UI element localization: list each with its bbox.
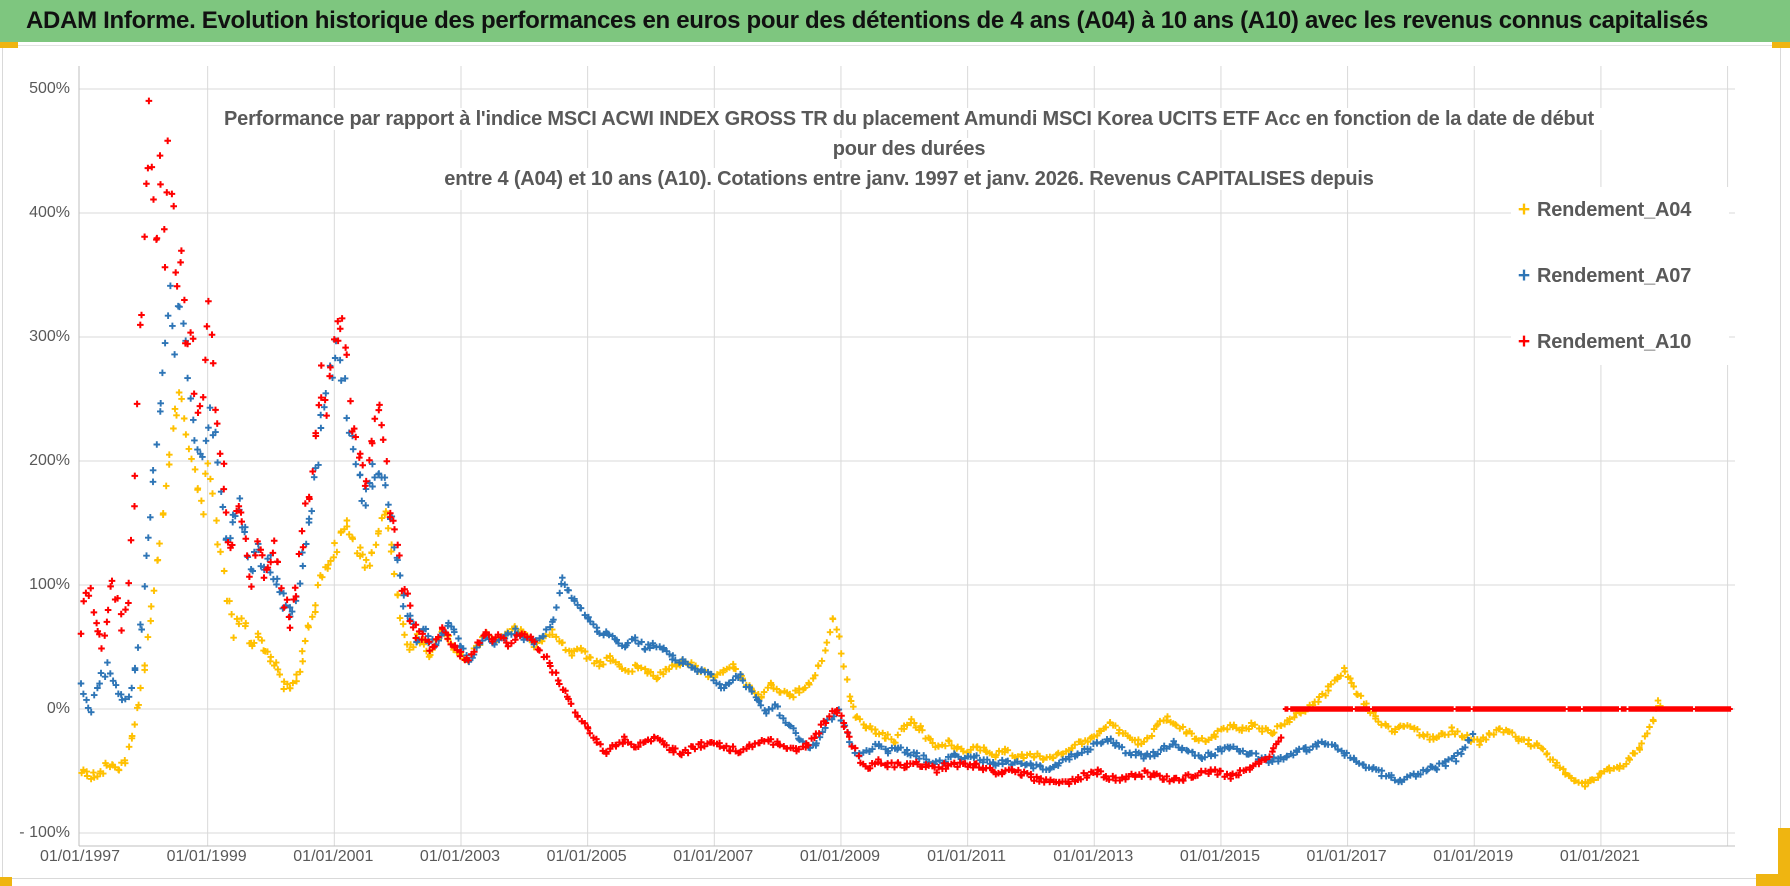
y-axis-tick-label: 300% [29, 328, 70, 345]
legend-item-rendement-a04: + Rendement_A04 [1511, 195, 1729, 225]
gold-accent-top-right [1772, 42, 1790, 48]
plus-marker-icon: + [1517, 330, 1531, 353]
x-axis-tick-label: 01/01/2015 [1179, 848, 1260, 865]
chart-title: Performance par rapport à l'indice MSCI … [81, 104, 1737, 194]
plus-marker-icon: + [1517, 264, 1531, 287]
gold-accent-bottom-right [1756, 874, 1790, 886]
legend-label: Rendement_A10 [1537, 330, 1692, 353]
legend-item-rendement-a10: + Rendement_A10 [1511, 327, 1729, 357]
chart-title-line-1: Performance par rapport à l'indice MSCI … [81, 104, 1737, 134]
x-axis-tick-label: 01/01/2017 [1306, 848, 1387, 865]
legend-label: Rendement_A07 [1537, 264, 1692, 287]
report-header: ADAM Informe. Evolution historique des p… [0, 0, 1790, 42]
chart-legend: + Rendement_A04 + Rendement_A07 + Rendem… [1511, 187, 1729, 365]
gold-accent-top-left [0, 42, 18, 48]
data-points [77, 97, 1733, 790]
x-axis-tick-label: 01/01/2001 [293, 848, 374, 865]
gold-accent-right-edge [1778, 828, 1790, 886]
x-axis-tick-label: 01/01/2007 [673, 848, 754, 865]
y-axis-tick-label: 500% [29, 80, 70, 97]
x-axis-tick-label: 01/01/1997 [39, 848, 121, 865]
plus-marker-icon: + [1517, 198, 1531, 221]
x-axis-tick-label: 01/01/2013 [1053, 848, 1134, 865]
performance-scatter-chart [77, 66, 1735, 847]
legend-label: Rendement_A04 [1537, 198, 1692, 221]
chart-title-line-3: entre 4 (A04) et 10 ans (A10). Cotations… [81, 164, 1737, 194]
header-divider [0, 45, 1790, 46]
chart-title-line-2: pour des durées [81, 134, 1737, 164]
x-axis-tick-label: 01/01/2021 [1559, 848, 1640, 865]
x-axis-tick-label: 01/01/2019 [1433, 848, 1514, 865]
x-axis-tick-label: 01/01/1999 [166, 848, 247, 865]
y-axis-tick-label: 400% [29, 204, 70, 221]
x-axis-tick-label: 01/01/2011 [927, 848, 1007, 865]
x-axis-tick-label: 01/01/2003 [419, 848, 500, 865]
y-axis-tick-label: 0% [46, 700, 70, 717]
y-axis-tick-label: 200% [29, 452, 70, 469]
legend-item-rendement-a07: + Rendement_A07 [1511, 261, 1729, 291]
gridlines [79, 66, 1735, 846]
axis-lines [78, 66, 1735, 847]
x-axis-tick-label: 01/01/2009 [799, 848, 880, 865]
y-axis-tick-label: - 100% [19, 824, 70, 841]
y-axis-tick-label: 100% [29, 576, 70, 593]
report-title: ADAM Informe. Evolution historique des p… [26, 7, 1709, 34]
chart-region: Performance par rapport à l'indice MSCI … [2, 47, 1781, 879]
gold-accent-bottom-left [0, 877, 12, 886]
x-axis-tick-label: 01/01/2005 [546, 848, 627, 865]
